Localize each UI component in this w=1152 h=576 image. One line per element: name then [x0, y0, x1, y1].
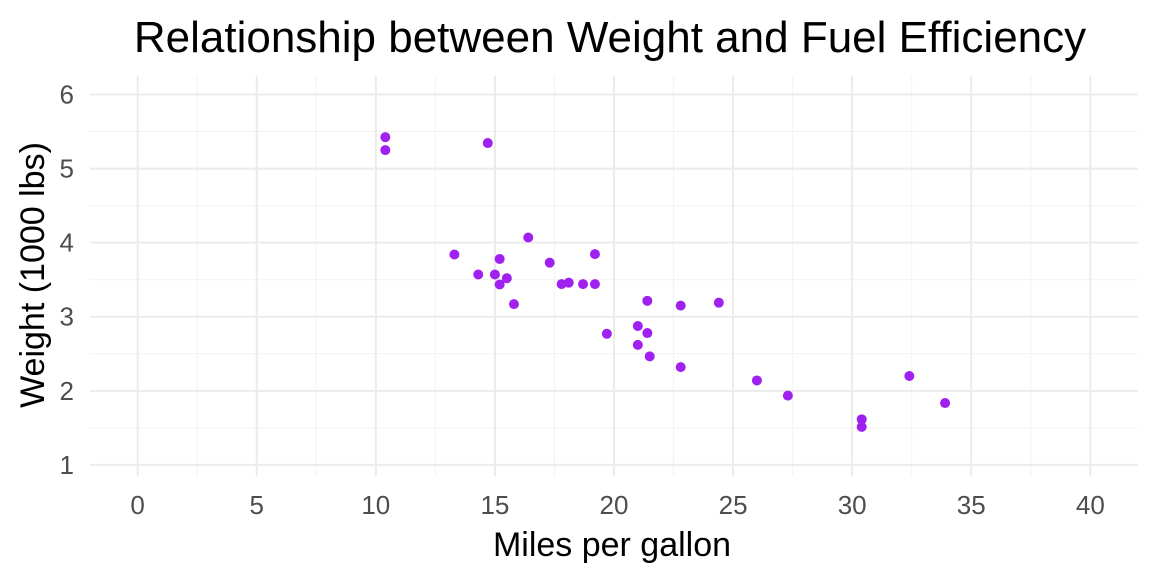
x-axis-title: Miles per gallon: [493, 526, 731, 564]
data-point: [904, 371, 915, 381]
data-point-layer: [380, 132, 951, 432]
x-tick-label: 0: [130, 490, 144, 520]
tick-label-layer: 0 5 10 15 20 25 30 35 40 1 2 3 4 5 6: [60, 80, 1105, 520]
data-point: [675, 362, 686, 373]
data-point: [544, 257, 555, 268]
data-point: [494, 279, 505, 290]
data-point: [856, 414, 867, 425]
x-tick-label: 15: [480, 490, 509, 520]
data-point: [589, 279, 600, 290]
data-point: [713, 297, 724, 308]
data-point: [501, 273, 512, 284]
data-point: [578, 279, 589, 290]
data-point: [556, 279, 567, 290]
data-point: [489, 269, 500, 280]
x-tick-label: 40: [1076, 490, 1105, 520]
data-point: [523, 232, 534, 243]
data-point: [642, 328, 653, 339]
data-point: [589, 249, 600, 260]
y-tick-label: 6: [60, 80, 74, 110]
data-point: [632, 339, 643, 350]
data-point: [380, 145, 391, 156]
data-point: [494, 253, 505, 264]
y-tick-label: 5: [60, 154, 74, 184]
y-tick-label: 4: [60, 228, 74, 258]
x-tick-label: 25: [719, 490, 748, 520]
data-point: [380, 132, 391, 143]
data-point: [782, 390, 793, 401]
data-point: [482, 138, 493, 149]
y-axis-title: Weight (1000 lbs): [14, 142, 52, 408]
data-point: [473, 269, 484, 280]
data-point: [508, 299, 519, 310]
data-point: [644, 351, 655, 362]
x-tick-label: 20: [600, 490, 629, 520]
data-point: [632, 321, 643, 331]
data-point: [601, 328, 612, 339]
data-point: [675, 300, 686, 311]
data-point: [856, 421, 867, 432]
data-point: [940, 398, 951, 409]
y-tick-label: 1: [60, 450, 74, 480]
x-tick-label: 35: [957, 490, 986, 520]
y-tick-label: 2: [60, 376, 74, 406]
grid-layer: [90, 76, 1138, 476]
x-tick-label: 10: [361, 490, 390, 520]
data-point: [642, 295, 653, 306]
chart-title: Relationship between Weight and Fuel Eff…: [134, 13, 1086, 62]
x-tick-label: 30: [838, 490, 867, 520]
x-tick-label: 5: [249, 490, 263, 520]
y-tick-label: 3: [60, 302, 74, 332]
data-point: [751, 375, 762, 386]
data-point: [449, 249, 460, 260]
